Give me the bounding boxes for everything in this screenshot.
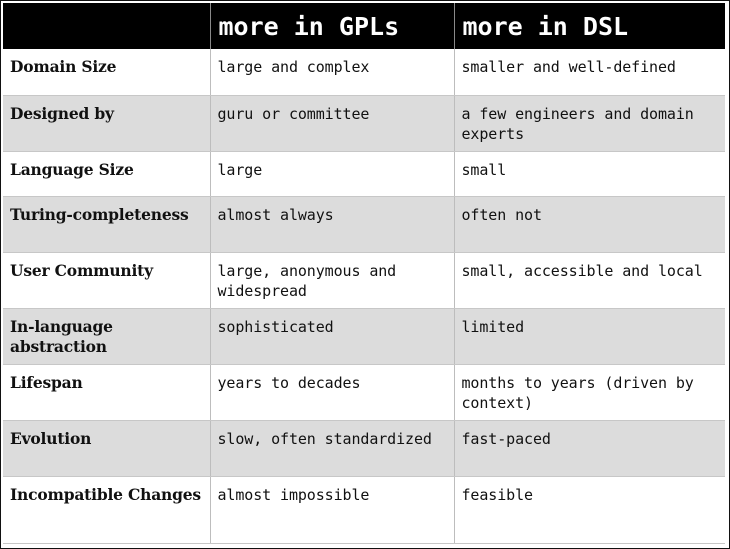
table-body: Domain Size large and complex smaller an…	[3, 49, 725, 544]
row-label: Lifespan	[3, 364, 211, 421]
comparison-table: more in GPLs more in DSL Domain Size lar…	[3, 3, 725, 544]
table-row: Incompatible Changes almost impossible f…	[3, 476, 725, 544]
row-label: Domain Size	[3, 49, 211, 96]
gpl-value: years to decades	[210, 364, 455, 421]
table-row: User Community large, anonymous and wide…	[3, 252, 725, 309]
gpl-value: almost always	[210, 196, 455, 253]
gpl-value: guru or committee	[210, 95, 455, 152]
table-row: Turing-completeness almost always often …	[3, 196, 725, 253]
row-label: Turing-completeness	[3, 196, 211, 253]
row-label: Incompatible Changes	[3, 476, 211, 544]
table-row: Lifespan years to decades months to year…	[3, 364, 725, 421]
dsl-value: small, accessible and local	[454, 252, 725, 309]
dsl-value: feasible	[454, 476, 725, 544]
gpl-value: almost impossible	[210, 476, 455, 544]
table-header: more in GPLs more in DSL	[3, 3, 725, 49]
dsl-value: smaller and well-defined	[454, 49, 725, 96]
table-row: Language Size large small	[3, 151, 725, 197]
table-row: Evolution slow, often standardized fast-…	[3, 420, 725, 477]
dsl-value: limited	[454, 308, 725, 365]
row-label: Evolution	[3, 420, 211, 477]
gpl-value: sophisticated	[210, 308, 455, 365]
table-row: Designed by guru or committee a few engi…	[3, 95, 725, 152]
gpl-value: large	[210, 151, 455, 197]
header-dsl: more in DSL	[462, 11, 629, 41]
header-gpl: more in GPLs	[210, 3, 455, 49]
dsl-value: months to years (driven by context)	[454, 364, 725, 421]
header-blank-cell	[3, 3, 211, 49]
gpl-value: slow, often standardized	[210, 420, 455, 477]
row-label: Language Size	[3, 151, 211, 197]
header-row: more in GPLs more in DSL	[3, 3, 725, 49]
gpl-value: large, anonymous and widespread	[210, 252, 455, 309]
dsl-value: fast-paced	[454, 420, 725, 477]
dsl-value: a few engineers and domain experts	[454, 95, 725, 152]
dsl-value: small	[454, 151, 725, 197]
row-label: In-language abstraction	[3, 308, 211, 365]
gpl-value: large and complex	[210, 49, 455, 96]
dsl-value: often not	[454, 196, 725, 253]
row-label: User Community	[3, 252, 211, 309]
table-row: In-language abstraction sophisticated li…	[3, 308, 725, 365]
row-label: Designed by	[3, 95, 211, 152]
table-row: Domain Size large and complex smaller an…	[3, 49, 725, 96]
